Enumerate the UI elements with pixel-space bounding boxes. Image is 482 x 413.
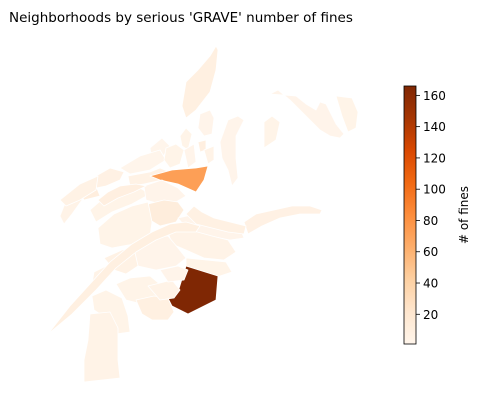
neighborhood-region xyxy=(179,127,193,151)
neighborhood-region xyxy=(269,89,345,139)
colorbar-tick-label: 120 xyxy=(423,151,446,165)
neighborhood-region xyxy=(47,221,201,335)
neighborhood-region xyxy=(91,289,131,335)
chart-title: Neighborhoods by serious 'GRAVE' number … xyxy=(9,10,353,26)
neighborhood-region xyxy=(181,45,219,119)
neighborhood-region xyxy=(97,201,153,249)
neighborhood-region xyxy=(59,175,99,207)
neighborhood-region xyxy=(83,311,121,383)
neighborhood-region xyxy=(149,165,209,193)
colorbar-tick-label: 20 xyxy=(423,308,438,322)
neighborhood-region xyxy=(163,143,185,169)
neighborhood-region xyxy=(143,179,187,205)
colorbar-tick-label: 80 xyxy=(423,214,438,228)
colorbar-tick-label: 160 xyxy=(423,89,446,103)
colorbar: 20 40 60 80 100 120 140 160 # of fines xyxy=(403,85,471,345)
neighborhood-region xyxy=(219,115,245,187)
neighborhood-region xyxy=(243,205,323,235)
colorbar-ticks: 20 40 60 80 100 120 140 160 xyxy=(416,89,446,322)
colorbar-tick-label: 100 xyxy=(423,183,446,197)
neighborhood-region xyxy=(97,183,147,207)
neighborhood-region xyxy=(185,205,247,235)
neighborhood-region xyxy=(167,229,237,261)
colorbar-gradient xyxy=(403,85,417,345)
colorbar-tick-label: 140 xyxy=(423,120,446,134)
neighborhood-region xyxy=(197,109,215,137)
colorbar-tick-label: 40 xyxy=(423,277,438,291)
neighborhood-region xyxy=(263,115,281,149)
colorbar-label: # of fines xyxy=(457,186,471,244)
neighborhood-region xyxy=(203,145,215,165)
neighborhood-region xyxy=(135,295,175,321)
map xyxy=(47,45,359,383)
neighborhood-region xyxy=(335,95,359,133)
neighborhood-region xyxy=(159,265,189,283)
neighborhood-region xyxy=(95,167,125,189)
colorbar-tick-label: 60 xyxy=(423,245,438,259)
neighborhood-region xyxy=(183,143,197,169)
neighborhood-region xyxy=(147,199,185,227)
